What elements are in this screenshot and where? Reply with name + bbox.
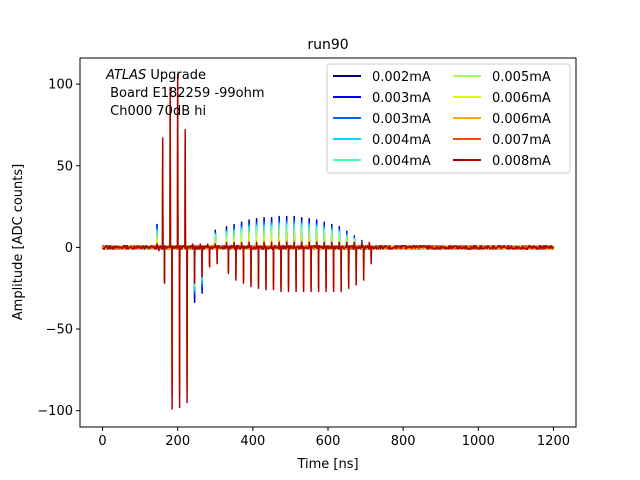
legend-entry: 0.004mA [372,154,431,169]
x-tick-label: 800 [391,434,416,449]
annotation-experiment: ATLAS [105,68,146,83]
x-axis-label: Time [ns] [296,457,358,472]
legend-entry: 0.003mA [372,112,431,127]
x-axis: 0 200 400 600 800 1000 1200 [98,427,570,449]
series-layer [101,73,555,410]
annotation-line-2: Board E182259 -99ohm [106,86,265,101]
y-tick-label: 50 [56,159,73,174]
legend-entry: 0.008mA [492,154,551,169]
legend: 0.002mA 0.003mA 0.003mA 0.004mA 0.004mA 0.005… [326,63,571,174]
annotation-line-3: Ch000 70dB hi [106,104,206,119]
x-tick-label: 0 [98,434,106,449]
y-tick-label: 100 [48,78,73,93]
x-tick-label: 600 [316,434,341,449]
x-tick-label: 1200 [537,434,570,449]
y-tick-label: 0 [65,241,73,256]
legend-entry: 0.005mA [492,70,551,85]
x-tick-label: 1000 [462,434,495,449]
y-tick-label: −100 [37,404,73,419]
legend-entry: 0.006mA [492,91,551,106]
legend-box [326,63,571,174]
chart-title: run90 [307,37,348,53]
annotation-board: Board E182259 -99ohm [110,86,264,101]
legend-entry: 0.007mA [492,133,551,148]
y-tick-label: −50 [46,323,73,338]
legend-entry: 0.006mA [492,112,551,127]
annotation-channel: Ch000 70dB hi [110,104,206,119]
x-tick-label: 400 [240,434,265,449]
legend-entry: 0.003mA [372,91,431,106]
series-line [102,73,555,410]
y-axis-label: Amplitude [ADC counts] [11,164,26,320]
legend-entry: 0.004mA [372,133,431,148]
annotation: ATLAS Upgrade Board E182259 -99ohm Ch000… [105,68,265,119]
annotation-experiment-suffix: Upgrade [146,68,206,83]
x-tick-label: 200 [165,434,190,449]
legend-entry: 0.002mA [372,70,431,85]
y-axis: −100 −50 0 50 100 [37,78,80,419]
annotation-line-1: ATLAS Upgrade [105,68,206,83]
